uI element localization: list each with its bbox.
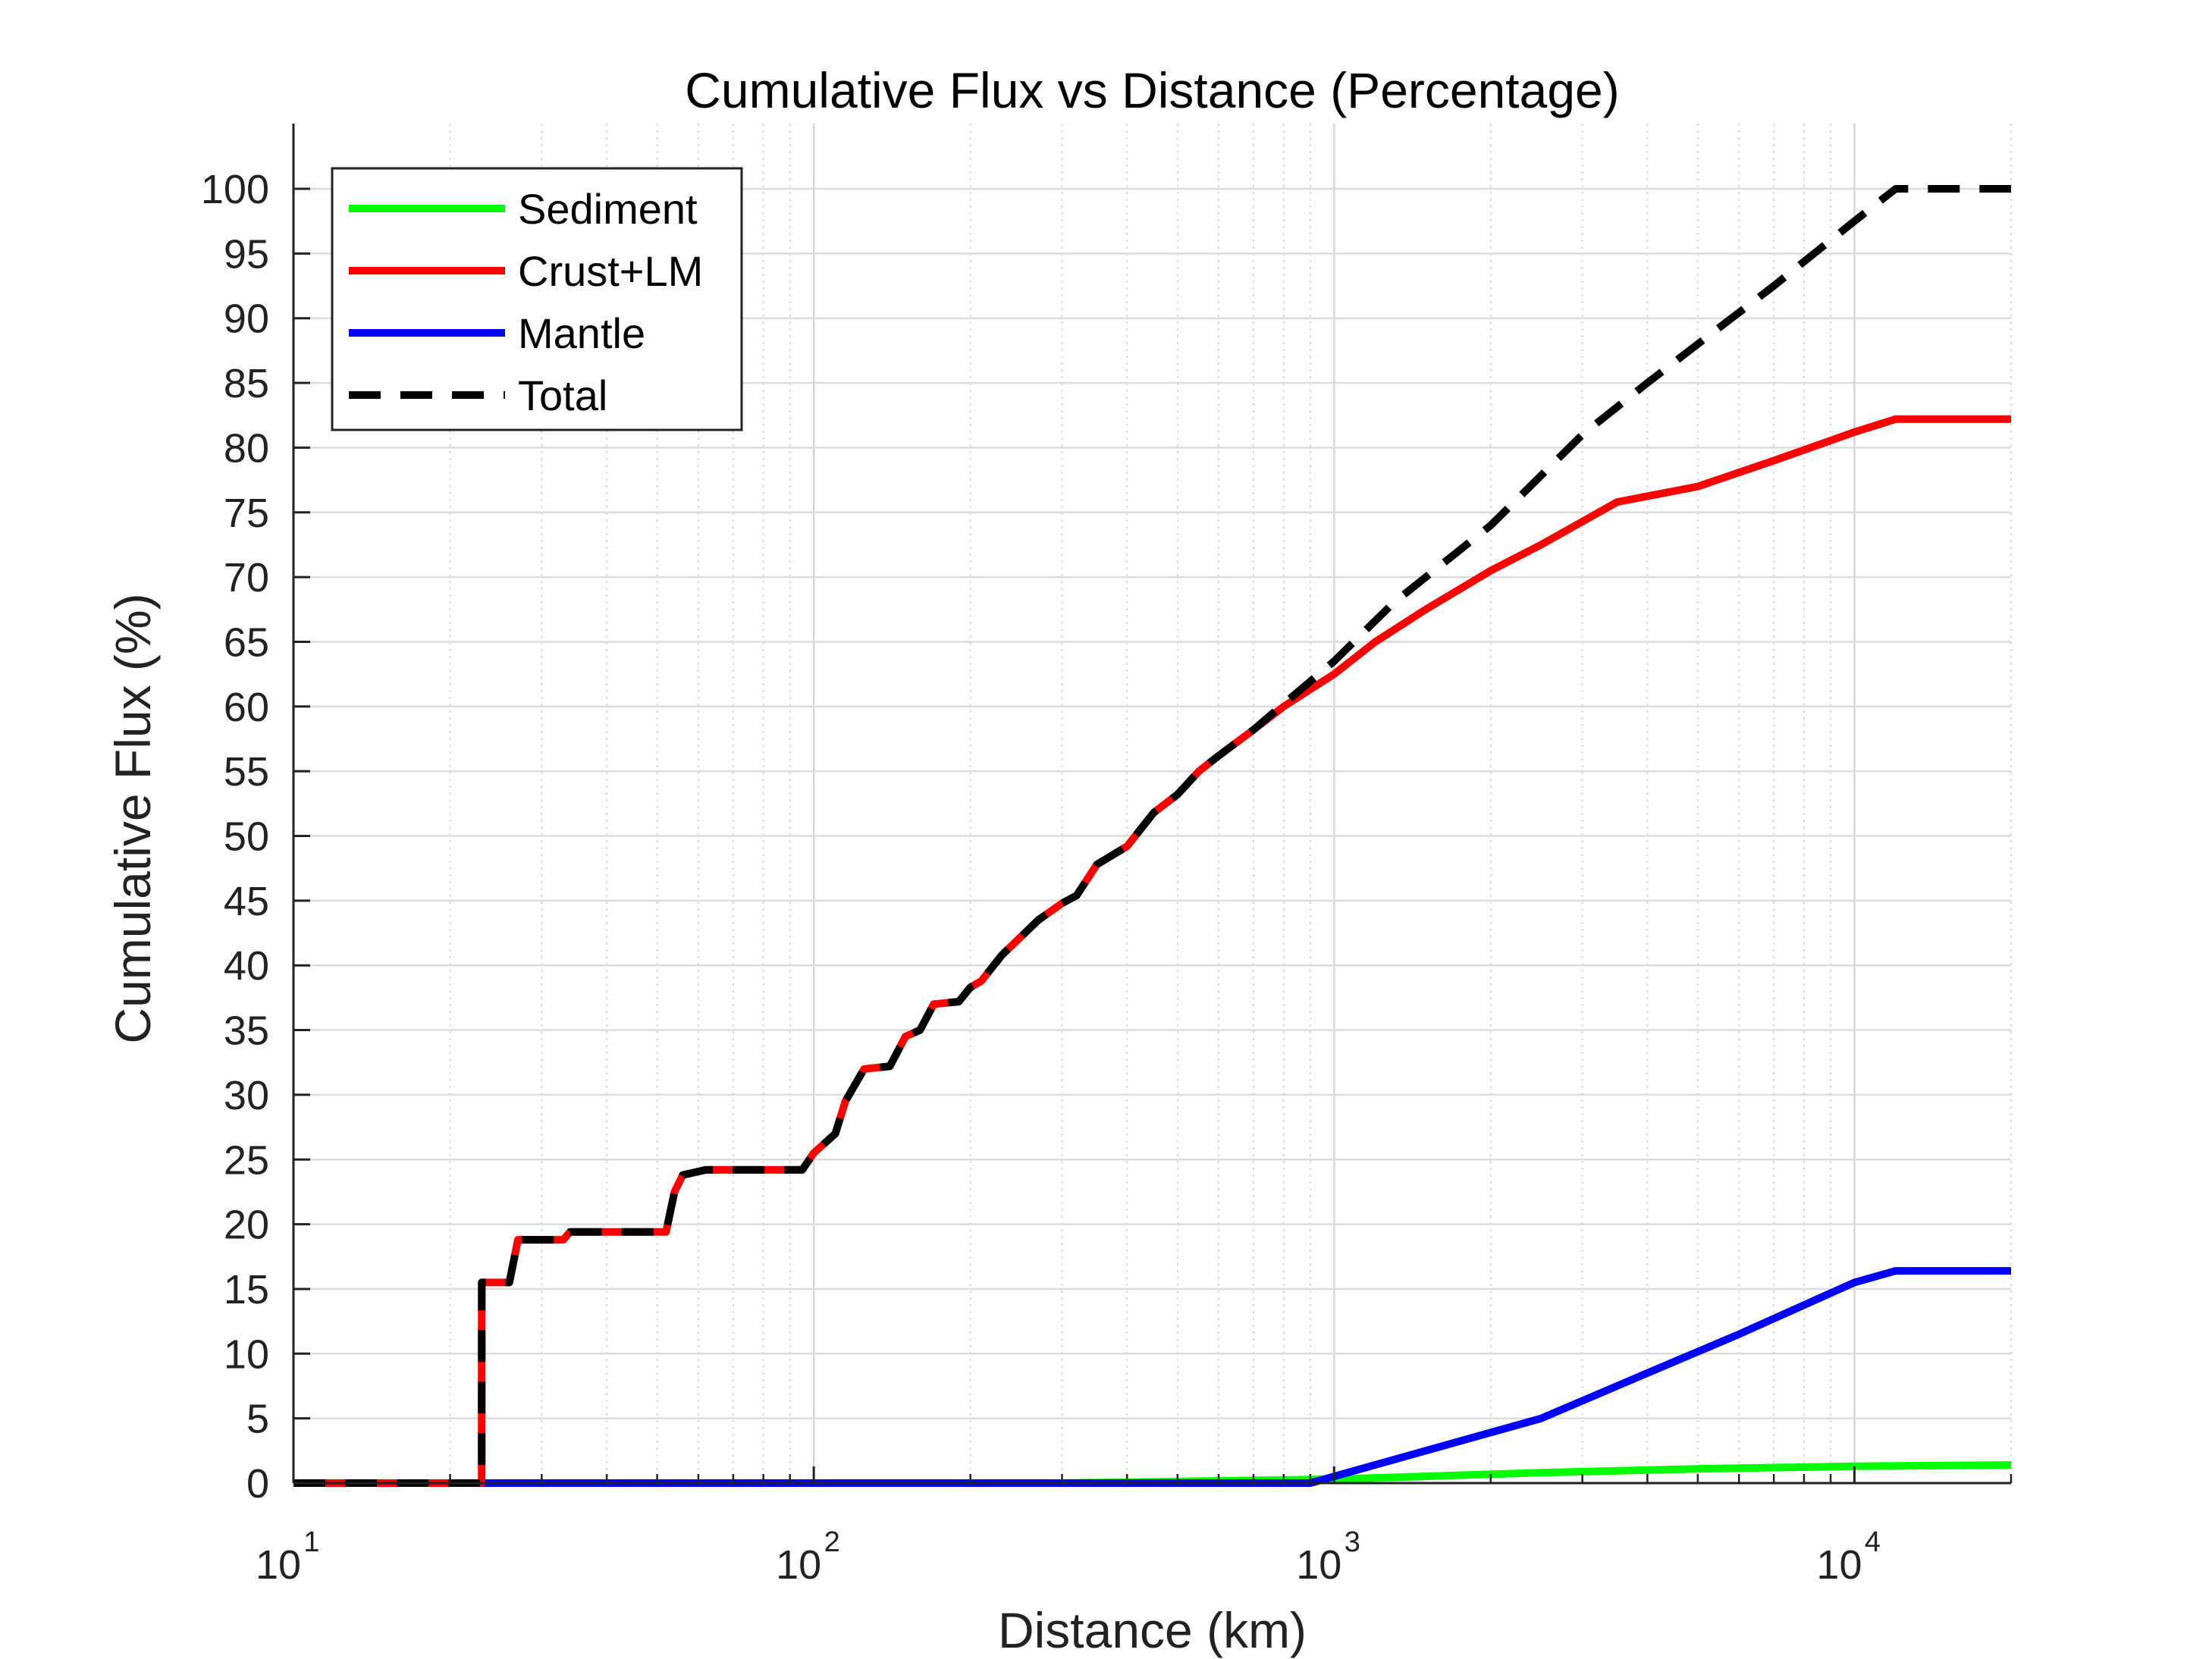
y-tick-label: 75 xyxy=(224,491,269,536)
y-axis-label: Cumulative Flux (%) xyxy=(105,593,161,1043)
x-tick-label: 10 xyxy=(256,1542,301,1588)
y-tick-label: 20 xyxy=(224,1203,269,1248)
legend-label-mantle: Mantle xyxy=(518,309,645,357)
x-axis-label: Distance (km) xyxy=(998,1602,1307,1658)
y-tick-label: 80 xyxy=(224,425,269,471)
y-tick-label: 25 xyxy=(224,1137,269,1183)
chart-title: Cumulative Flux vs Distance (Percentage) xyxy=(685,62,1619,118)
x-tick-label-exponent: 4 xyxy=(1865,1526,1881,1558)
y-tick-label: 90 xyxy=(224,296,269,342)
y-tick-label: 30 xyxy=(224,1073,269,1118)
y-tick-label: 0 xyxy=(246,1461,269,1507)
y-tick-label: 5 xyxy=(246,1397,269,1442)
y-tick-label: 50 xyxy=(224,814,269,860)
y-tick-label: 45 xyxy=(224,879,269,924)
x-tick-label-exponent: 1 xyxy=(303,1526,319,1558)
tick-labels: 0 5 10 15 20 25 30 35 40 45 50 55 60 65 70 75 80 85 90 95 10… xyxy=(201,167,1881,1588)
x-tick-label-exponent: 2 xyxy=(824,1526,840,1558)
legend: Sediment Crust+LM Mantle Total xyxy=(331,167,743,431)
y-tick-label: 65 xyxy=(224,619,269,665)
y-tick-label: 55 xyxy=(224,749,269,795)
y-tick-label: 40 xyxy=(224,943,269,989)
legend-label-crust-lm: Crust+LM xyxy=(518,247,703,295)
series-line-total xyxy=(293,185,2011,1487)
series-line-mantle xyxy=(293,1267,2011,1487)
legend-label-sediment: Sediment xyxy=(518,185,698,233)
y-tick-label: 10 xyxy=(224,1331,269,1377)
axes xyxy=(292,124,2013,1485)
y-tick-label: 85 xyxy=(224,361,269,406)
y-tick-label: 15 xyxy=(224,1267,269,1312)
y-tick-label: 35 xyxy=(224,1008,269,1054)
x-tick-label-exponent: 3 xyxy=(1344,1526,1360,1558)
y-tick-label: 95 xyxy=(224,231,269,277)
x-tick-label: 10 xyxy=(1816,1542,1862,1588)
y-tick-label: 70 xyxy=(224,555,269,601)
y-tick-label: 100 xyxy=(201,167,269,212)
x-tick-label: 10 xyxy=(776,1542,821,1588)
x-tick-label: 10 xyxy=(1296,1542,1341,1588)
y-tick-label: 60 xyxy=(224,685,269,730)
legend-label-total: Total xyxy=(518,372,607,419)
